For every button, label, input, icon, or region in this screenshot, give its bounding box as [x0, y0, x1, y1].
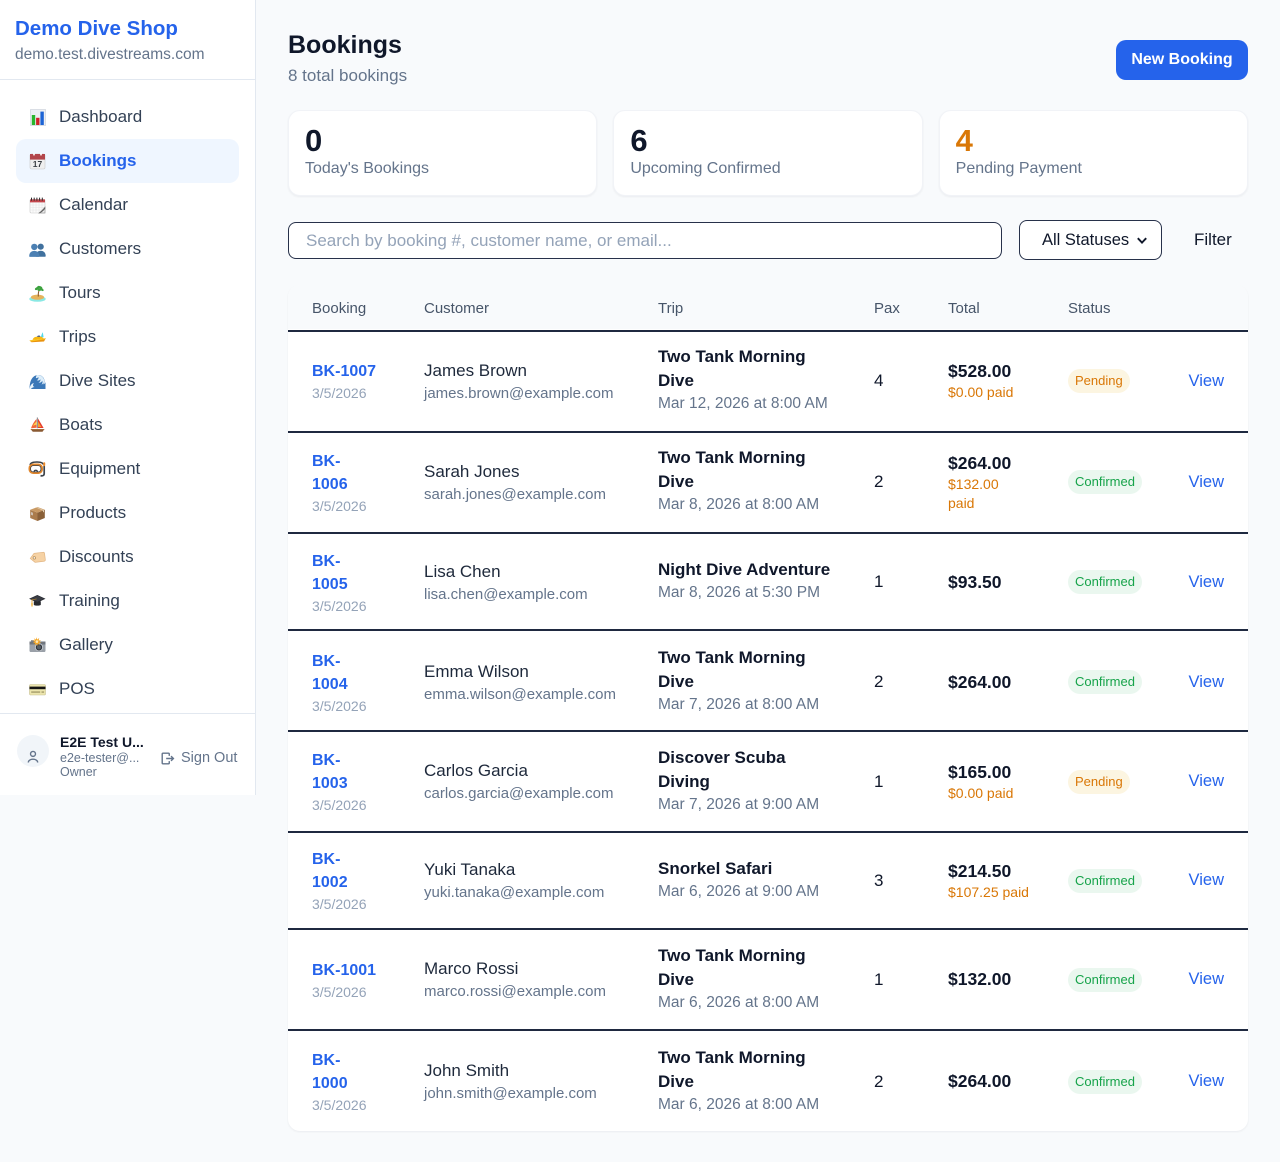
svg-text:17: 17: [33, 158, 43, 168]
